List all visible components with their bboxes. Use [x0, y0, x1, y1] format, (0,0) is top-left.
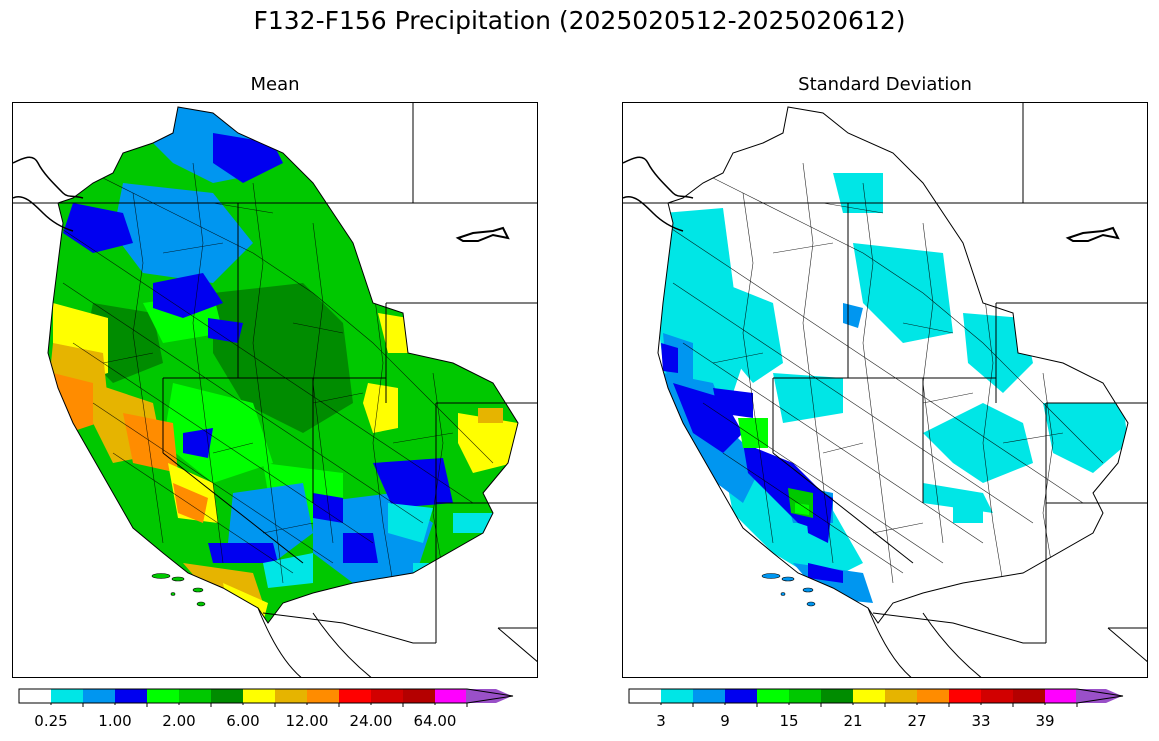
- colorbar-tick-label: 1.00: [98, 712, 132, 730]
- colorbar-tick-label: 39: [1035, 712, 1055, 730]
- stddev-panel-title: Standard Deviation: [798, 74, 972, 95]
- mean-panel-title: Mean: [250, 74, 300, 95]
- colorbar-outline: [628, 688, 1124, 704]
- colorbar-tick-label: 24.00: [349, 712, 393, 730]
- figure-title: F132-F156 Precipitation (2025020512-2025…: [253, 6, 906, 35]
- colorbar-segment: [693, 689, 725, 703]
- colorbar-segment: [115, 689, 147, 703]
- colorbar-segment: [1013, 689, 1045, 703]
- colorbar-segment: [661, 689, 693, 703]
- colorbar-tick-label: 33: [971, 712, 991, 730]
- colorbar-segment: [821, 689, 853, 703]
- colorbar-segment: [147, 689, 179, 703]
- colorbar-tick-label: 6.00: [226, 712, 260, 730]
- colorbar-segment: [1076, 689, 1122, 703]
- colorbar-segment: [981, 689, 1013, 703]
- colorbar-segment: [949, 689, 981, 703]
- colorbar-segment: [307, 689, 339, 703]
- colorbar-segment: [403, 689, 435, 703]
- colorbar-segment: [725, 689, 757, 703]
- colorbar-tick-label: 27: [907, 712, 927, 730]
- colorbar-segment: [211, 689, 243, 703]
- colorbar-segment: [853, 689, 885, 703]
- colorbar-tick-label: 12.00: [285, 712, 329, 730]
- stddev-map-canvas: [623, 103, 1147, 677]
- colorbar-tick-label: 21: [843, 712, 863, 730]
- colorbar-segment: [757, 689, 789, 703]
- colorbar-segment: [83, 689, 115, 703]
- colorbar-tick-label: 0.25: [34, 712, 68, 730]
- colorbar-tick-label: 2.00: [162, 712, 196, 730]
- colorbar-segment: [435, 689, 467, 703]
- colorbar-tick-label: 15: [779, 712, 799, 730]
- colorbar-tick-label: 64.00: [413, 712, 457, 730]
- colorbar-segment: [629, 689, 661, 703]
- colorbar-tick-label: 9: [720, 712, 730, 730]
- colorbar-segment: [275, 689, 307, 703]
- colorbar-segment: [789, 689, 821, 703]
- colorbar-segment: [339, 689, 371, 703]
- colorbar-segment: [917, 689, 949, 703]
- colorbar-outline: [18, 688, 514, 704]
- mean-colorbar: [18, 688, 514, 707]
- stddev-colorbar: [628, 688, 1124, 707]
- colorbar-segment: [371, 689, 403, 703]
- colorbar-segment: [51, 689, 83, 703]
- colorbar-segment: [243, 689, 275, 703]
- colorbar-segment: [179, 689, 211, 703]
- colorbar-segment: [885, 689, 917, 703]
- mean-map: [12, 102, 538, 678]
- colorbar-segment: [466, 689, 512, 703]
- colorbar-segment: [1045, 689, 1077, 703]
- stddev-map: [622, 102, 1148, 678]
- colorbar-tick-label: 3: [656, 712, 666, 730]
- colorbar-segment: [19, 689, 51, 703]
- mean-map-canvas: [13, 103, 537, 677]
